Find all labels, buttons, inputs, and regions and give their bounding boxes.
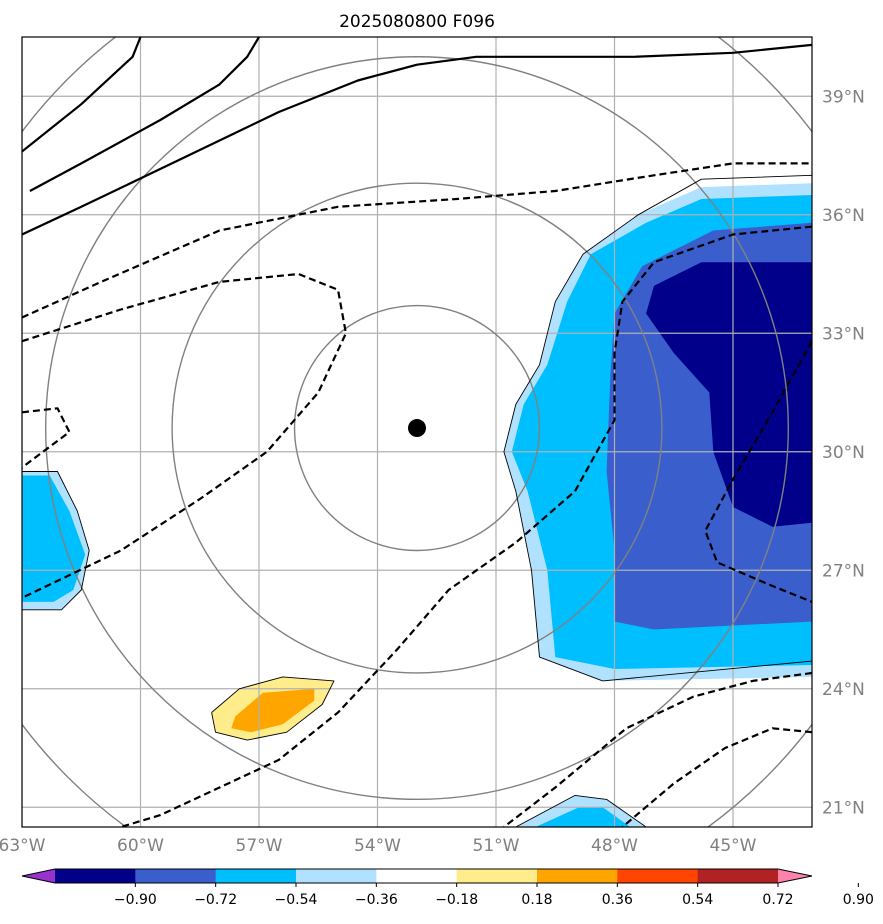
colorbar-swatch <box>215 869 297 883</box>
colorbar-swatch <box>55 869 136 883</box>
colorbar-tick-label: 0.18 <box>521 892 552 908</box>
contour-dashed <box>22 162 812 319</box>
shaded-south-blob <box>535 807 631 827</box>
map-frame <box>21 36 813 828</box>
colorbar-tick-label: −0.54 <box>275 892 318 908</box>
latitude-tick-label: 33°N <box>822 324 865 344</box>
contour-dashed <box>621 727 812 827</box>
latitude-labels: 21°N 24°N 27°N 30°N 33°N 36°N 39°N <box>822 87 865 818</box>
colorbar-tick-label: −0.90 <box>114 892 157 908</box>
longitude-tick-label: 51°W <box>473 836 520 856</box>
colorbar-swatch <box>135 869 217 883</box>
colorbar-tick-label: 0.54 <box>682 892 713 908</box>
contour-dashed <box>22 407 71 469</box>
longitude-labels: 63°W 60°W 57°W 54°W 51°W 48°W 45°W <box>0 836 757 856</box>
longitude-tick-label: 48°W <box>591 836 638 856</box>
longitude-tick-label: 54°W <box>354 836 401 856</box>
longitude-tick-label: 60°W <box>117 836 164 856</box>
latitude-tick-label: 27°N <box>822 561 865 581</box>
range-ring <box>171 182 663 674</box>
contour-lines <box>22 37 812 827</box>
contour-dashed <box>22 272 347 599</box>
contour-thin <box>22 471 90 611</box>
colorbar-extend-low <box>22 869 55 883</box>
colorbar-swatch <box>697 869 779 883</box>
longitude-tick-label: 45°W <box>710 836 757 856</box>
colorbar-swatch <box>537 869 618 883</box>
contour-solid <box>29 37 260 192</box>
contour-thin <box>515 794 647 827</box>
contour-dashed <box>120 225 812 827</box>
colorbar-outline <box>21 868 813 884</box>
contour-thin <box>211 676 335 741</box>
shaded-east-blob <box>646 262 812 527</box>
range-ring <box>293 304 541 552</box>
colorbar-tick-label: 0.36 <box>602 892 633 908</box>
colorbar-tick-label: 0.72 <box>762 892 793 908</box>
colorbar-tick-label: −0.18 <box>435 892 478 908</box>
latitude-tick-label: 24°N <box>822 680 865 700</box>
storm-center-marker <box>408 419 426 438</box>
longitude-tick-label: 57°W <box>236 836 283 856</box>
colorbar-swatch <box>617 869 699 883</box>
latitude-tick-label: 36°N <box>822 206 865 226</box>
colorbar: −0.90 −0.72 −0.54 −0.36 −0.18 0.18 0.36 0.54 0.7… <box>21 868 874 908</box>
colorbar-swatch <box>376 869 458 883</box>
latitude-tick-label: 21°N <box>822 798 865 818</box>
latitude-tick-label: 30°N <box>822 443 865 463</box>
map-gridlines <box>22 37 812 827</box>
colorbar-tick-label: 0.90 <box>843 892 874 908</box>
latitude-tick-label: 39°N <box>822 87 865 107</box>
contour-dashed <box>704 340 812 603</box>
colorbar-swatch <box>296 869 377 883</box>
range-ring <box>45 56 789 801</box>
longitude-tick-label: 63°W <box>0 836 46 856</box>
contour-solid <box>22 37 142 153</box>
contour-solid <box>22 43 812 236</box>
colorbar-extend-high <box>778 869 812 883</box>
contour-thin <box>503 174 812 682</box>
contour-dashed <box>503 671 812 827</box>
shaded-positive-blob <box>231 688 315 733</box>
chart-title: 2025080800 F096 <box>339 12 495 32</box>
colorbar-tick-label: −0.72 <box>194 892 237 908</box>
colorbar-tick-label: −0.36 <box>355 892 398 908</box>
colorbar-swatch <box>456 869 538 883</box>
shaded-fields <box>22 183 812 827</box>
